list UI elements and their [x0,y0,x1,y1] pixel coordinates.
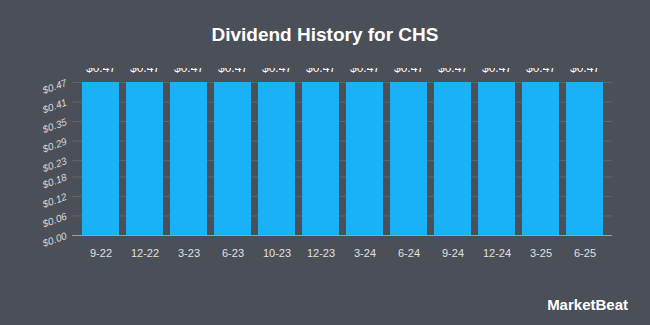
svg-text:6-25: 6-25 [574,247,596,259]
svg-text:10-23: 10-23 [263,247,291,259]
svg-text:9-24: 9-24 [442,247,464,259]
svg-text:$0.47: $0.47 [218,68,248,75]
svg-text:6-23: 6-23 [222,247,244,259]
html-text:Dividend History for CHS: Dividend History for CHS [211,24,439,45]
svg-text:$0.47: $0.47 [526,68,556,75]
svg-text:$0.47: $0.47 [438,68,468,75]
svg-text:$0.18: $0.18 [41,171,69,191]
svg-text:3-25: 3-25 [530,247,552,259]
svg-text:3-23: 3-23 [178,247,200,259]
svg-text:12-24: 12-24 [483,247,511,259]
svg-text:$0.12: $0.12 [40,191,69,210]
svg-text:$0.47: $0.47 [570,68,600,75]
svg-text:$0.00: $0.00 [40,230,69,249]
svg-text:$0.47: $0.47 [262,68,292,75]
html-text:MarketBeat: MarketBeat [547,296,628,313]
svg-text:$0.35: $0.35 [40,116,69,135]
svg-text:6-24: 6-24 [398,247,420,259]
svg-text:$0.06: $0.06 [40,210,69,229]
svg-text:$0.23: $0.23 [40,155,69,174]
svg-text:$0.47: $0.47 [86,68,116,75]
svg-text:12-23: 12-23 [307,247,335,259]
svg-text:12-22: 12-22 [131,247,159,259]
svg-text:3-24: 3-24 [354,247,376,259]
svg-text:$0.47: $0.47 [482,68,512,75]
svg-text:$0.47: $0.47 [306,68,336,75]
svg-text:$0.47: $0.47 [130,68,160,75]
svg-text:$0.29: $0.29 [40,135,69,154]
svg-text:$0.47: $0.47 [40,77,69,96]
svg-text:$0.47: $0.47 [174,68,204,75]
svg-text:$0.47: $0.47 [350,68,380,75]
svg-text:$0.41: $0.41 [40,97,68,116]
svg-text:$0.47: $0.47 [394,68,424,75]
svg-text:9-22: 9-22 [90,247,112,259]
